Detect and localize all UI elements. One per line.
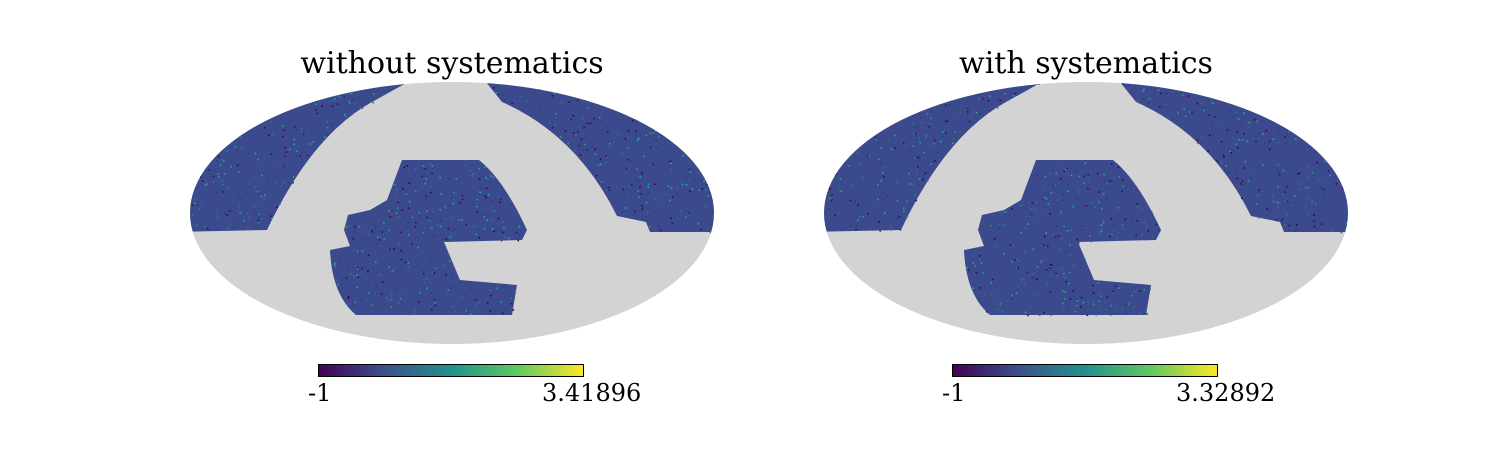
colorbar-max-label: 3.32892 [1176, 379, 1276, 407]
mollweide-sky-map [824, 82, 1348, 344]
map-panel-without-systematics: without systematics -1 3.41896 [172, 0, 732, 450]
colorbar-max-label: 3.41896 [542, 379, 642, 407]
survey-footprint-south [964, 160, 1161, 315]
map-panel-with-systematics: with systematics -1 3.32892 [806, 0, 1366, 450]
colorbar-min-label: -1 [942, 379, 966, 407]
mollweide-sky-map [190, 82, 714, 344]
panel-title: without systematics [300, 46, 604, 81]
survey-footprint-south [330, 160, 527, 315]
panel-title: with systematics [959, 46, 1213, 81]
colorbar [952, 364, 1218, 377]
colorbar-min-label: -1 [308, 379, 332, 407]
colorbar [318, 364, 584, 377]
